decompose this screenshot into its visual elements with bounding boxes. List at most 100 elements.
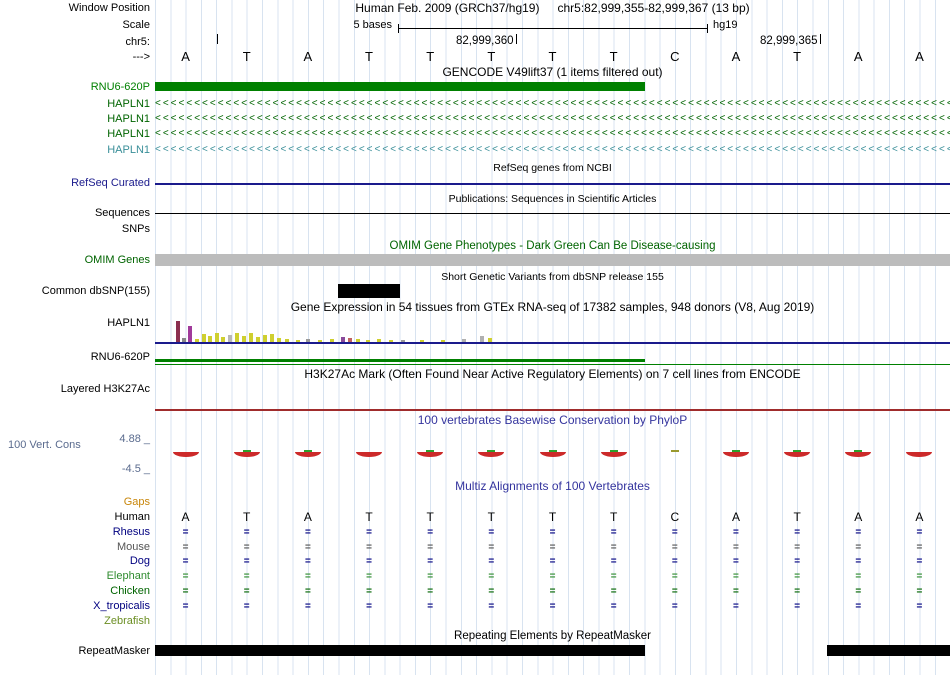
alignment-base: T: [426, 510, 434, 524]
gtex-expression-bar: [420, 340, 424, 342]
gtex-expression-bar: [480, 336, 484, 342]
repeatmasker-label[interactable]: RepeatMasker: [78, 645, 150, 657]
alignment-base: C: [670, 510, 680, 524]
snps-label[interactable]: SNPs: [121, 223, 150, 235]
multiz-species-label[interactable]: Rhesus: [112, 526, 150, 538]
base-position-guidelines: [155, 0, 950, 675]
transcript-intron-line[interactable]: <<<<<<<<<<<<<<<<<<<<<<<<<<<<<<<<<<<<<<<<…: [155, 113, 950, 124]
transcript-intron-line[interactable]: <<<<<<<<<<<<<<<<<<<<<<<<<<<<<<<<<<<<<<<<…: [155, 128, 950, 139]
gtex-expression-bar: [221, 337, 225, 342]
repeatmasker-element[interactable]: [155, 645, 645, 656]
phylop-positive-mark: [242, 450, 251, 452]
dbsnp-label[interactable]: Common dbSNP(155): [41, 285, 150, 297]
publications-sequences-line[interactable]: [155, 213, 950, 214]
alignment-match: =: [427, 586, 434, 597]
phylop-track-label[interactable]: 100 Vert. Cons: [8, 439, 81, 451]
multiz-species-label[interactable]: Elephant: [106, 570, 150, 582]
phylop-negative-mark: [478, 452, 505, 457]
alignment-match: =: [182, 542, 189, 553]
gtex-expression-bar: [249, 333, 253, 342]
repeatmasker-element[interactable]: [827, 645, 950, 656]
multiz-species-label[interactable]: Mouse: [116, 541, 150, 553]
multiz-species-label[interactable]: Chicken: [110, 585, 150, 597]
alignment-match: =: [916, 542, 923, 553]
alignment-base: A: [854, 510, 863, 524]
phylop-positive-mark: [487, 450, 496, 452]
phylop-negative-mark: [294, 452, 321, 457]
rnu6-gene-line[interactable]: [155, 364, 950, 365]
gtex-expression-bar: [296, 340, 300, 342]
phylop-min-label: -4.5 _: [121, 463, 150, 475]
gencode-rnu6-gene-bar[interactable]: [155, 82, 645, 91]
gtex-expression-bar: [377, 339, 381, 342]
rnu6-gene-segment[interactable]: [155, 359, 645, 362]
alignment-match: =: [916, 571, 923, 582]
phylop-track-title: 100 vertebrates Basewise Conservation by…: [417, 413, 688, 427]
gtex-expression-bar: [366, 340, 370, 342]
alignment-base: T: [609, 510, 618, 524]
gtex-expression-bar: [285, 339, 289, 342]
multiz-gaps-label[interactable]: Gaps: [123, 496, 150, 508]
alignment-match: =: [366, 601, 372, 612]
multiz-species-label[interactable]: X_tropicalis: [93, 600, 150, 612]
alignment-match: =: [794, 556, 801, 567]
alignment-match: =: [182, 556, 189, 567]
alignment-match: =: [671, 542, 678, 553]
omim-genes-label[interactable]: OMIM Genes: [84, 254, 150, 266]
alignment-match: =: [427, 571, 434, 582]
gencode-hapln1-label-2[interactable]: HAPLN1: [107, 113, 150, 125]
phylop-negative-mark: [539, 452, 566, 457]
phylop-negative-mark: [600, 452, 627, 457]
gtex-expression-bar: [348, 338, 352, 342]
alignment-match: =: [733, 542, 739, 553]
gtex-expression-bar: [202, 334, 206, 342]
strand-label: --->: [132, 51, 150, 63]
alignment-match: =: [427, 527, 434, 538]
alignment-match: =: [610, 527, 617, 538]
alignment-match: =: [182, 527, 189, 538]
transcript-intron-line[interactable]: <<<<<<<<<<<<<<<<<<<<<<<<<<<<<<<<<<<<<<<<…: [155, 98, 950, 109]
alignment-match: =: [243, 586, 250, 597]
refseq-curated-label[interactable]: RefSeq Curated: [71, 177, 150, 189]
ruler-base: A: [915, 49, 924, 64]
alignment-match: =: [733, 586, 739, 597]
alignment-match: =: [794, 571, 801, 582]
alignment-base: A: [303, 510, 312, 524]
alignment-match: =: [549, 542, 556, 553]
h3k27ac-label[interactable]: Layered H3K27Ac: [60, 383, 150, 395]
gtex-baseline[interactable]: [155, 342, 950, 344]
gtex-gene-label[interactable]: HAPLN1: [107, 317, 150, 329]
alignment-match: =: [671, 586, 678, 597]
alignment-match: =: [733, 527, 739, 538]
gtex-expression-bar: [208, 336, 212, 342]
alignment-match: =: [243, 601, 250, 612]
gtex-expression-bar: [195, 339, 199, 342]
gencode-rnu6-label[interactable]: RNU6-620P: [90, 81, 150, 93]
gtex-expression-bar: [341, 337, 345, 342]
h3k27ac-track-title: H3K27Ac Mark (Often Found Near Active Re…: [304, 367, 801, 381]
refseq-curated-line[interactable]: [155, 183, 950, 185]
repeatmasker-track-title: Repeating Elements by RepeatMasker: [454, 630, 651, 642]
gencode-hapln1-label-1[interactable]: HAPLN1: [107, 98, 150, 110]
alignment-match: =: [549, 527, 556, 538]
gtex-expression-bar: [462, 339, 466, 342]
phylop-negative-mark: [233, 452, 260, 457]
phylop-negative-mark: [845, 452, 872, 457]
sequences-label[interactable]: Sequences: [94, 207, 150, 219]
transcript-intron-line[interactable]: <<<<<<<<<<<<<<<<<<<<<<<<<<<<<<<<<<<<<<<<…: [155, 144, 950, 155]
multiz-species-label[interactable]: Dog: [129, 555, 150, 567]
rnu6-track-label[interactable]: RNU6-620P: [90, 351, 150, 363]
gtex-expression-bar: [235, 333, 239, 342]
gtex-expression-bar: [401, 340, 405, 342]
multiz-species-label[interactable]: Zebrafish: [104, 615, 150, 627]
genome-build-label: hg19: [713, 19, 738, 31]
dbsnp-variant-box[interactable]: [338, 284, 400, 298]
gencode-hapln1-label-4[interactable]: HAPLN1: [107, 144, 150, 156]
multiz-species-label[interactable]: Human: [114, 511, 150, 523]
h3k27ac-signal-line[interactable]: [155, 409, 950, 411]
gencode-hapln1-label-3[interactable]: HAPLN1: [107, 128, 150, 140]
omim-gene-bar[interactable]: [155, 254, 950, 266]
window-position-value: chr5:82,999,355-82,999,367 (13 bp): [557, 1, 750, 15]
alignment-match: =: [549, 601, 556, 612]
